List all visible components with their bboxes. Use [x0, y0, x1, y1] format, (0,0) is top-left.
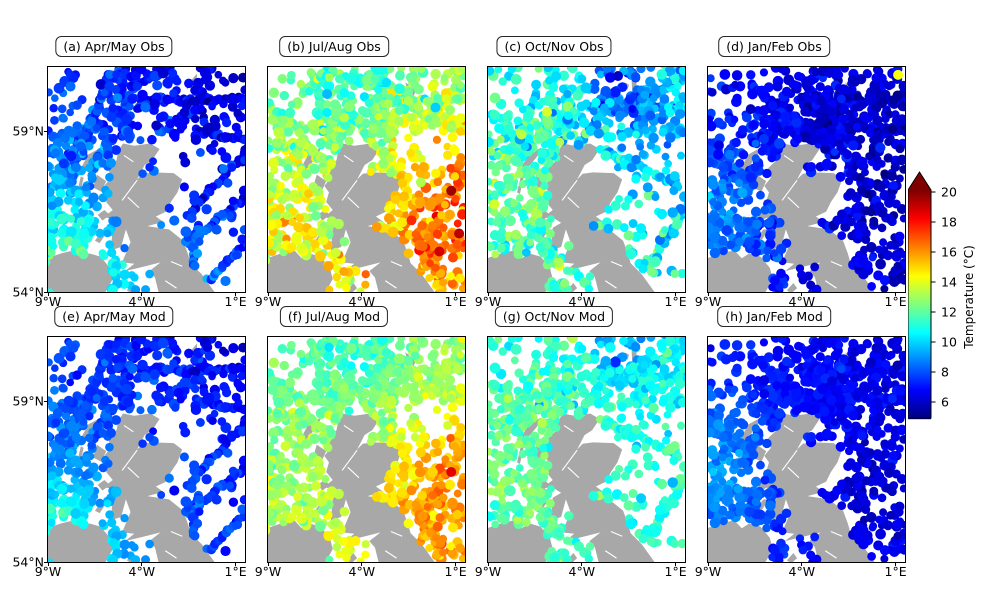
axis-tick — [267, 562, 269, 566]
map-canvas — [47, 66, 246, 293]
axis-tick — [235, 562, 237, 566]
colorbar-tick-label: 10 — [941, 334, 957, 350]
x-tick-label: 4°W — [128, 294, 156, 309]
axis-tick — [801, 562, 803, 566]
axis-tick — [44, 291, 48, 293]
panel-title: (h) Jan/Feb Mod — [717, 306, 831, 327]
map-panel-d: (d) Jan/Feb Obs 9°W 4°W 1°E — [695, 36, 907, 309]
x-tick-label: 9°W — [694, 564, 722, 579]
axis-tick — [44, 400, 48, 402]
axis-tick — [581, 292, 583, 296]
panel-title: (e) Apr/May Mod — [54, 306, 174, 327]
axis-tick — [235, 292, 237, 296]
x-tick-label: 1°E — [224, 564, 247, 579]
axis-tick — [47, 292, 49, 296]
map-canvas — [487, 66, 686, 293]
axis-tick — [455, 292, 457, 296]
panel-title: (c) Oct/Nov Obs — [496, 36, 612, 57]
map-canvas — [47, 336, 246, 563]
axis-tick — [47, 562, 49, 566]
x-tick-label: 4°W — [128, 564, 156, 579]
axis-tick — [44, 130, 48, 132]
x-tick-label: 9°W — [474, 294, 502, 309]
map-canvas — [707, 66, 906, 293]
axis-tick — [801, 292, 803, 296]
x-tick-label: 4°W — [568, 294, 596, 309]
panel-title: (d) Jan/Feb Obs — [718, 36, 830, 57]
x-tick-label: 9°W — [254, 564, 282, 579]
map-panel-a: (a) Apr/May Obs 9°W 4°W 1°E 59°N 54°N — [12, 36, 247, 309]
axis-tick — [487, 562, 489, 566]
colorbar-tick-label: 6 — [941, 394, 949, 410]
x-tick-label: 9°W — [694, 294, 722, 309]
axis-tick — [895, 562, 897, 566]
axis-tick — [141, 292, 143, 296]
x-tick-label: 1°E — [884, 564, 907, 579]
x-tick-label: 4°W — [788, 294, 816, 309]
y-tick-label: 59°N — [12, 123, 44, 139]
y-tick-label: 54°N — [12, 284, 44, 300]
x-tick-label: 1°E — [444, 564, 467, 579]
x-tick-label: 9°W — [34, 564, 62, 579]
panel-title: (g) Oct/Nov Mod — [494, 306, 614, 327]
y-tick-label: 59°N — [12, 393, 44, 409]
x-tick-label: 1°E — [664, 294, 687, 309]
x-tick-label: 9°W — [254, 294, 282, 309]
axis-tick — [487, 292, 489, 296]
map-canvas — [267, 336, 466, 563]
x-tick-label: 1°E — [224, 294, 247, 309]
colorbar-tick-label: 12 — [941, 304, 957, 320]
map-canvas — [707, 336, 906, 563]
axis-tick — [707, 292, 709, 296]
x-tick-label: 1°E — [444, 294, 467, 309]
axis-tick — [44, 561, 48, 563]
axis-tick — [267, 292, 269, 296]
colorbar-tick-label: 14 — [941, 274, 957, 290]
axis-tick — [581, 562, 583, 566]
map-canvas — [267, 66, 466, 293]
x-tick-label: 9°W — [474, 564, 502, 579]
map-panel-b: (b) Jul/Aug Obs 9°W 4°W 1°E — [255, 36, 467, 309]
panel-title: (b) Jul/Aug Obs — [279, 36, 389, 57]
x-tick-label: 9°W — [34, 294, 62, 309]
colorbar-tick-label: 16 — [941, 244, 957, 260]
axis-tick — [675, 292, 677, 296]
panel-title: (a) Apr/May Obs — [55, 36, 173, 57]
x-tick-label: 4°W — [348, 294, 376, 309]
colorbar-label: Temperature (°C) — [962, 245, 976, 349]
x-tick-label: 4°W — [348, 564, 376, 579]
x-tick-label: 1°E — [884, 294, 907, 309]
map-panel-c: (c) Oct/Nov Obs 9°W 4°W 1°E — [475, 36, 687, 309]
axis-tick — [455, 562, 457, 566]
map-panel-g: (g) Oct/Nov Mod 9°W 4°W 1°E — [475, 306, 687, 579]
axis-tick — [361, 292, 363, 296]
map-panel-e: (e) Apr/May Mod 9°W 4°W 1°E 59°N 54°N — [12, 306, 247, 579]
colorbar-tick-label: 8 — [941, 364, 949, 380]
colorbar: 20 18 16 14 12 10 8 6 Temperature (°C) — [906, 158, 1000, 468]
x-tick-label: 1°E — [664, 564, 687, 579]
map-panel-h: (h) Jan/Feb Mod 9°W 4°W 1°E — [695, 306, 907, 579]
map-canvas — [487, 336, 686, 563]
axis-tick — [707, 562, 709, 566]
axis-tick — [141, 562, 143, 566]
map-panel-f: (f) Jul/Aug Mod 9°W 4°W 1°E — [255, 306, 467, 579]
colorbar-tick-label: 20 — [941, 184, 957, 200]
axis-tick — [675, 562, 677, 566]
x-tick-label: 4°W — [788, 564, 816, 579]
x-tick-label: 4°W — [568, 564, 596, 579]
colorbar-gradient — [908, 170, 938, 420]
y-tick-label: 54°N — [12, 554, 44, 570]
panel-title: (f) Jul/Aug Mod — [279, 306, 389, 327]
axis-tick — [895, 292, 897, 296]
axis-tick — [361, 562, 363, 566]
colorbar-tick-label: 18 — [941, 214, 957, 230]
